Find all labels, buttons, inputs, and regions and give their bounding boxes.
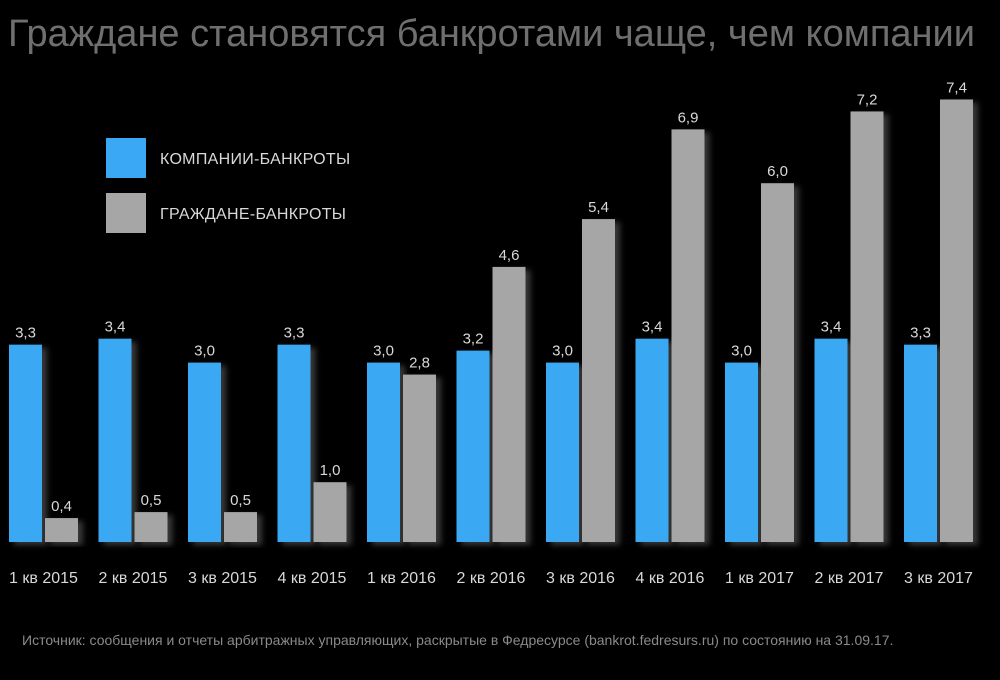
- x-tick-label-10: 2 кв 2017: [815, 570, 884, 587]
- data-label-citizens-5: 2,8: [409, 355, 430, 372]
- data-label-companies-4: 3,3: [284, 325, 305, 342]
- x-tick-label-11: 3 кв 2017: [904, 570, 973, 587]
- data-label-citizens-10: 7,2: [857, 91, 878, 108]
- bar-companies-2: [98, 338, 132, 542]
- legend: КОМПАНИИ-БАНКРОТЫ ГРАЖДАНЕ-БАНКРОТЫ: [106, 138, 350, 233]
- data-label-citizens-4: 1,0: [320, 462, 341, 479]
- data-label-companies-10: 3,4: [821, 319, 842, 336]
- data-label-companies-2: 3,4: [105, 319, 126, 336]
- bar-citizens-1: [45, 518, 78, 542]
- x-tick-label-7: 3 кв 2016: [546, 570, 615, 587]
- data-label-citizens-1: 0,4: [51, 498, 72, 515]
- bar-companies-8: [635, 338, 669, 542]
- x-tick-label-3: 3 кв 2015: [188, 570, 257, 587]
- legend-label-citizens: ГРАЖДАНЕ-БАНКРОТЫ: [160, 206, 346, 223]
- data-label-citizens-11: 7,4: [946, 79, 967, 96]
- x-tick-label-9: 1 кв 2017: [725, 570, 794, 587]
- bar-companies-1: [9, 344, 42, 542]
- bar-citizens-3: [224, 512, 257, 542]
- data-label-companies-7: 3,0: [552, 343, 573, 360]
- x-tick-label-5: 1 кв 2016: [367, 570, 436, 587]
- bar-citizens-4: [313, 482, 347, 542]
- legend-swatch-companies: [106, 138, 146, 178]
- bars-group: 3,3 0,4 3,4 0,5 3,0 0,5 3,3 1,0 3,0 2,8 3,2 4,6 3,0 5…: [9, 79, 973, 542]
- source-note: Источник: сообщения и отчеты арбитражных…: [22, 632, 893, 648]
- bar-companies-7: [546, 362, 579, 542]
- data-label-companies-1: 3,3: [15, 325, 36, 342]
- legend-label-companies: КОМПАНИИ-БАНКРОТЫ: [160, 151, 350, 168]
- data-label-companies-6: 3,2: [463, 331, 484, 348]
- data-label-citizens-2: 0,5: [141, 492, 162, 509]
- x-tick-label-8: 4 кв 2016: [636, 570, 705, 587]
- x-tick-label-4: 4 кв 2015: [278, 570, 347, 587]
- data-label-companies-9: 3,0: [731, 343, 752, 360]
- bar-citizens-9: [761, 183, 794, 542]
- data-label-companies-3: 3,0: [194, 343, 215, 360]
- data-label-companies-11: 3,3: [910, 325, 931, 342]
- legend-swatch-citizens: [106, 193, 146, 233]
- bar-companies-10: [814, 338, 848, 542]
- data-label-citizens-8: 6,9: [678, 109, 699, 126]
- bar-companies-5: [367, 362, 400, 542]
- data-label-citizens-7: 5,4: [588, 199, 609, 216]
- bar-citizens-7: [582, 219, 615, 542]
- x-tick-label-1: 1 кв 2015: [9, 570, 78, 587]
- data-label-companies-8: 3,4: [642, 319, 663, 336]
- data-label-citizens-3: 0,5: [230, 492, 251, 509]
- data-label-companies-5: 3,0: [373, 343, 394, 360]
- data-label-citizens-9: 6,0: [767, 163, 788, 180]
- bar-companies-11: [904, 344, 937, 542]
- x-axis-ticks: 1 кв 2015 2 кв 2015 3 кв 2015 4 кв 2015 1 кв…: [9, 570, 973, 587]
- bar-citizens-8: [671, 129, 705, 542]
- data-label-citizens-6: 4,6: [499, 247, 520, 264]
- x-tick-label-6: 2 кв 2016: [457, 570, 526, 587]
- bar-citizens-10: [850, 111, 884, 542]
- bar-companies-9: [725, 362, 758, 542]
- bar-citizens-5: [403, 374, 436, 542]
- bar-citizens-2: [134, 512, 168, 542]
- chart-title: Граждане становятся банкротами чаще, чем…: [8, 13, 975, 55]
- bar-companies-4: [277, 344, 311, 542]
- bar-companies-6: [456, 350, 490, 542]
- bar-citizens-11: [940, 99, 973, 542]
- bar-citizens-6: [492, 266, 526, 542]
- bar-companies-3: [188, 362, 221, 542]
- x-tick-label-2: 2 кв 2015: [99, 570, 168, 587]
